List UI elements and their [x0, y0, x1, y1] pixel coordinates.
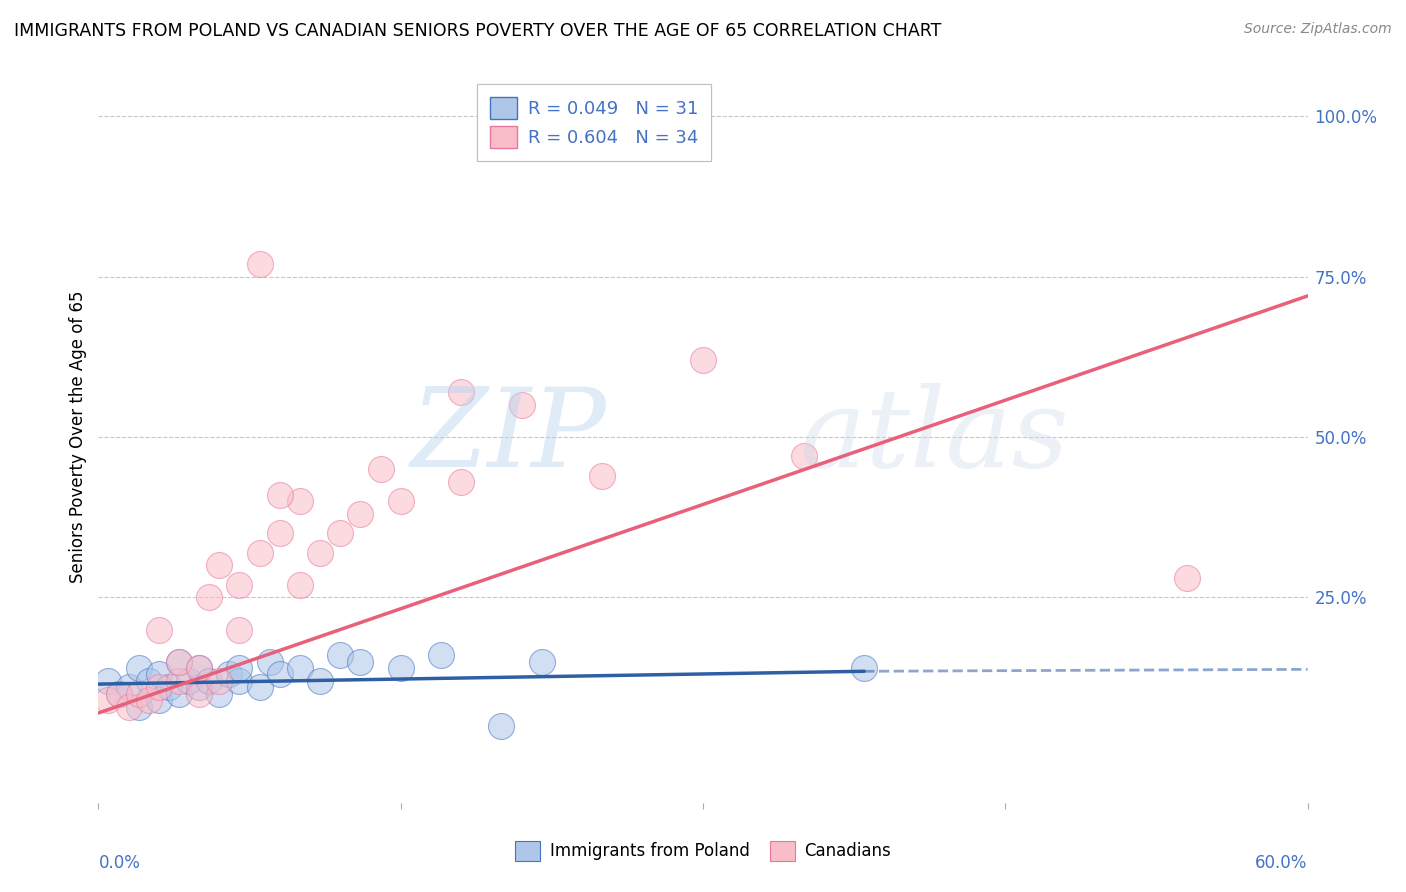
Legend: R = 0.049   N = 31, R = 0.604   N = 34: R = 0.049 N = 31, R = 0.604 N = 34 [478, 84, 711, 161]
Point [329, 648, 352, 663]
Point [138, 693, 160, 707]
Point [97, 673, 120, 688]
Point [128, 661, 150, 675]
Point [288, 577, 311, 591]
Point [208, 558, 231, 573]
Point [148, 693, 170, 707]
Point [450, 475, 472, 489]
Text: atlas: atlas [800, 384, 1070, 491]
Point [208, 687, 231, 701]
Point [591, 468, 613, 483]
Point [349, 655, 371, 669]
Point [138, 673, 160, 688]
Point [97, 693, 120, 707]
Point [269, 488, 291, 502]
Point [349, 507, 371, 521]
Text: 0.0%: 0.0% [98, 854, 141, 872]
Text: IMMIGRANTS FROM POLAND VS CANADIAN SENIORS POVERTY OVER THE AGE OF 65 CORRELATIO: IMMIGRANTS FROM POLAND VS CANADIAN SENIO… [14, 22, 942, 40]
Point [107, 687, 129, 701]
Point [188, 661, 211, 675]
Point [228, 673, 250, 688]
Point [228, 661, 250, 675]
Point [218, 667, 240, 681]
Point [389, 494, 412, 508]
Point [430, 648, 453, 663]
Point [692, 353, 714, 368]
Point [309, 673, 332, 688]
Point [249, 545, 271, 559]
Point [450, 385, 472, 400]
Point [309, 545, 332, 559]
Point [370, 462, 392, 476]
Point [118, 681, 141, 695]
Point [288, 661, 311, 675]
Point [167, 673, 190, 688]
Point [249, 257, 271, 271]
Point [853, 661, 876, 675]
Point [530, 655, 553, 669]
Point [208, 673, 231, 688]
Point [167, 687, 190, 701]
Text: ZIP: ZIP [411, 384, 606, 491]
Point [118, 699, 141, 714]
Point [167, 655, 190, 669]
Point [188, 661, 211, 675]
Text: 60.0%: 60.0% [1256, 854, 1308, 872]
Point [228, 577, 250, 591]
Point [179, 673, 201, 688]
Point [157, 681, 180, 695]
Point [198, 673, 221, 688]
Point [148, 623, 170, 637]
Point [491, 719, 513, 733]
Point [167, 655, 190, 669]
Point [288, 494, 311, 508]
Point [329, 526, 352, 541]
Point [249, 681, 271, 695]
Point [228, 623, 250, 637]
Point [510, 398, 533, 412]
Point [107, 687, 129, 701]
Point [269, 667, 291, 681]
Y-axis label: Seniors Poverty Over the Age of 65: Seniors Poverty Over the Age of 65 [69, 291, 87, 583]
Point [793, 450, 815, 464]
Point [188, 687, 211, 701]
Point [259, 655, 281, 669]
Point [269, 526, 291, 541]
Point [128, 699, 150, 714]
Text: Source: ZipAtlas.com: Source: ZipAtlas.com [1244, 22, 1392, 37]
Point [198, 591, 221, 605]
Point [188, 681, 211, 695]
Point [389, 661, 412, 675]
Point [128, 687, 150, 701]
Point [148, 681, 170, 695]
Point [148, 667, 170, 681]
Point [1175, 571, 1198, 585]
